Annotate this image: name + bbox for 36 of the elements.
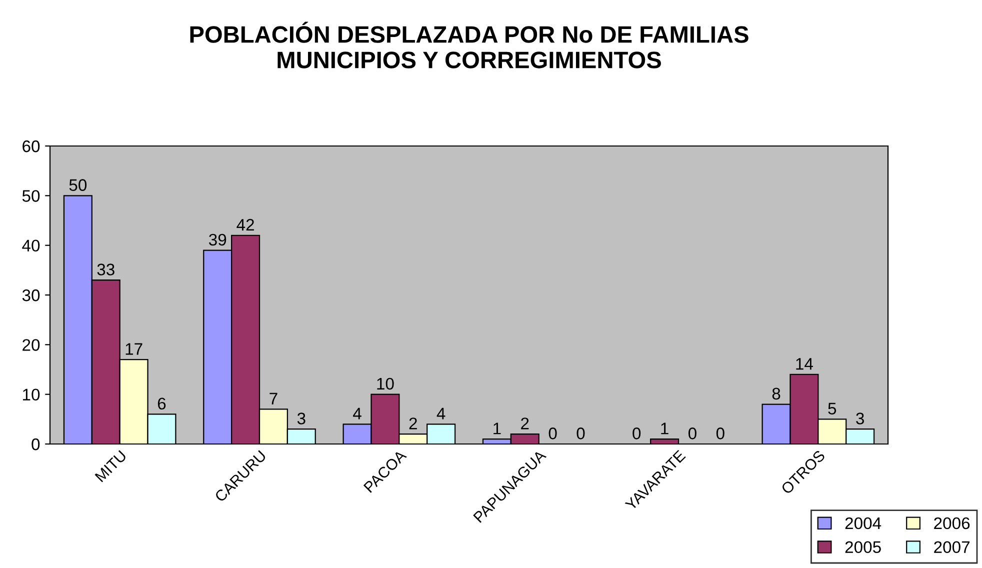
data-label: 0 (576, 428, 585, 440)
data-label: 17 (126, 343, 142, 355)
data-label: 8 (772, 388, 780, 400)
data-label: 2 (409, 418, 417, 430)
data-label: 0 (716, 428, 724, 440)
y-tick-label: 0 (32, 438, 40, 450)
y-tick-label: 50 (22, 190, 40, 202)
data-label: 1 (661, 422, 668, 434)
y-tick-label: 60 (22, 140, 40, 152)
data-label: 0 (548, 428, 557, 440)
data-label: 4 (436, 408, 446, 420)
data-label: 10 (377, 378, 394, 390)
data-label: 39 (208, 234, 226, 246)
legend-label: 2004 (845, 517, 882, 530)
y-tick-label: 30 (22, 289, 40, 302)
data-label: 5 (828, 402, 836, 414)
data-label: 6 (158, 398, 166, 410)
data-label: 7 (270, 392, 278, 404)
data-label: 42 (236, 218, 254, 231)
data-label: 1 (494, 422, 501, 434)
legend-label: 2005 (845, 541, 881, 554)
legend-label: 2007 (934, 541, 970, 554)
data-label: 50 (69, 179, 87, 191)
y-tick-label: 40 (22, 240, 40, 252)
y-tick-label: 20 (22, 339, 40, 351)
data-label: 2 (521, 418, 529, 430)
y-tick-label: 10 (23, 388, 40, 401)
data-label: 14 (796, 358, 813, 370)
chart-title: POBLACIÓN DESPLAZADA POR No DE FAMILIAS MUNICIPIOS Y CORREGIMIENTOS (190, 22, 748, 68)
data-label: 33 (97, 264, 114, 276)
data-label: 0 (688, 428, 696, 440)
data-label: 3 (856, 412, 864, 424)
legend-label: 2006 (934, 517, 970, 530)
data-label: 3 (297, 412, 306, 424)
data-label: 0 (632, 428, 641, 440)
data-label: 4 (353, 408, 362, 420)
